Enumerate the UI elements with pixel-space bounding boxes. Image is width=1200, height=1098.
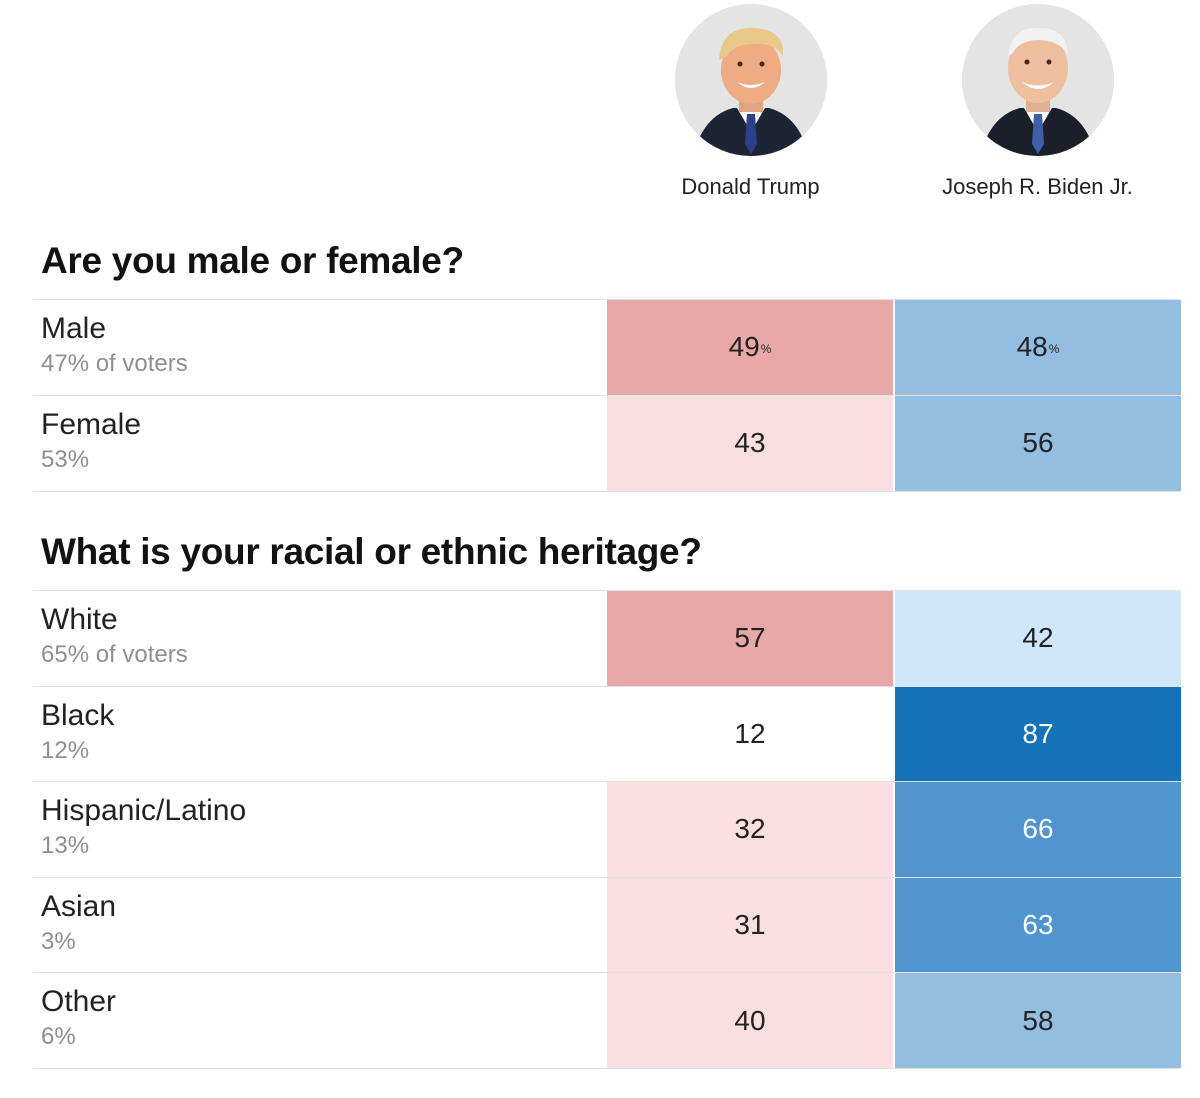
row-label: Female 53%	[41, 408, 141, 475]
candidate-trump: Donald Trump	[607, 0, 894, 200]
group-name: Other	[41, 985, 117, 1019]
question-title: What is your racial or ethnic heritage?	[41, 531, 702, 572]
row-label: White 65% of voters	[41, 603, 188, 670]
table-row: Black 12% 12 87	[33, 685, 1181, 782]
trump-value: 31	[734, 909, 766, 941]
table-row: Hispanic/Latino 13% 32 66	[33, 781, 1181, 877]
biden-value: 63	[1022, 909, 1054, 941]
trump-value-cell: 31	[607, 877, 893, 973]
trump-value-cell: 43	[607, 395, 893, 491]
biden-value-cell: 56	[895, 395, 1181, 491]
row-label: Male 47% of voters	[41, 312, 188, 379]
group-name: Hispanic/Latino	[41, 794, 247, 828]
group-share: 47% of voters	[41, 350, 188, 377]
group-share: 12%	[41, 736, 90, 764]
trump-portrait-icon	[674, 4, 827, 156]
group-share: 65% of voters	[41, 641, 188, 668]
group-share: 13%	[41, 832, 90, 860]
group-name: White	[41, 603, 118, 636]
table-row: Asian 3% 31 63	[33, 876, 1181, 973]
table-row: Female 53% 43 56	[33, 394, 1181, 492]
percent-mark: %	[1048, 342, 1060, 357]
biden-value: 58	[1022, 1004, 1054, 1036]
trump-value: 12	[734, 717, 766, 749]
biden-value-cell: 66	[895, 782, 1181, 877]
biden-portrait-icon	[961, 4, 1114, 156]
biden-value-cell: 87	[895, 686, 1181, 782]
trump-value-cell: 57	[607, 591, 893, 686]
biden-value-cell: 63	[895, 877, 1181, 973]
row-label: Asian 3%	[41, 890, 116, 957]
group-share: 6%	[41, 1023, 76, 1051]
results-table-gender: Male 47% of voters 49% 48% Female 53% 43…	[33, 299, 1181, 492]
biden-value: 56	[1022, 427, 1054, 459]
group-name: Asian	[41, 889, 117, 923]
biden-value: 42	[1022, 622, 1054, 654]
group-share: 53%	[41, 445, 90, 473]
biden-value: 87	[1022, 717, 1054, 749]
trump-value-cell: 49%	[607, 300, 893, 395]
trump-value: 43	[734, 427, 766, 459]
table-row: Male 47% of voters 49% 48%	[33, 299, 1181, 395]
question-title: Are you male or female?	[41, 240, 464, 281]
group-name: Female	[41, 407, 142, 441]
group-name: Male	[41, 312, 107, 345]
group-name: Black	[41, 698, 115, 732]
group-share: 3%	[41, 927, 76, 955]
row-label: Hispanic/Latino 13%	[41, 794, 246, 861]
row-label: Other 6%	[41, 985, 116, 1052]
table-row: Other 6% 40 58	[33, 972, 1181, 1070]
trump-value-cell: 40	[607, 973, 893, 1069]
biden-value: 66	[1022, 813, 1054, 845]
biden-value: 48	[1016, 331, 1048, 363]
trump-value-cell: 12	[607, 686, 893, 782]
biden-value-cell: 48%	[895, 300, 1181, 395]
percent-mark: %	[760, 342, 772, 357]
results-table-race: White 65% of voters 57 42 Black 12% 12 8…	[33, 590, 1181, 1070]
row-label: Black 12%	[41, 699, 114, 766]
trump-value-cell: 32	[607, 782, 893, 877]
biden-value-cell: 58	[895, 973, 1181, 1069]
trump-value: 32	[734, 813, 766, 845]
candidate-biden: Joseph R. Biden Jr.	[894, 0, 1181, 200]
candidate-name: Donald Trump	[681, 174, 820, 199]
trump-value: 57	[734, 622, 766, 654]
candidate-name: Joseph R. Biden Jr.	[942, 174, 1133, 199]
table-row: White 65% of voters 57 42	[33, 590, 1181, 686]
biden-value-cell: 42	[895, 591, 1181, 686]
trump-value: 49	[728, 331, 760, 363]
trump-value: 40	[734, 1004, 766, 1036]
